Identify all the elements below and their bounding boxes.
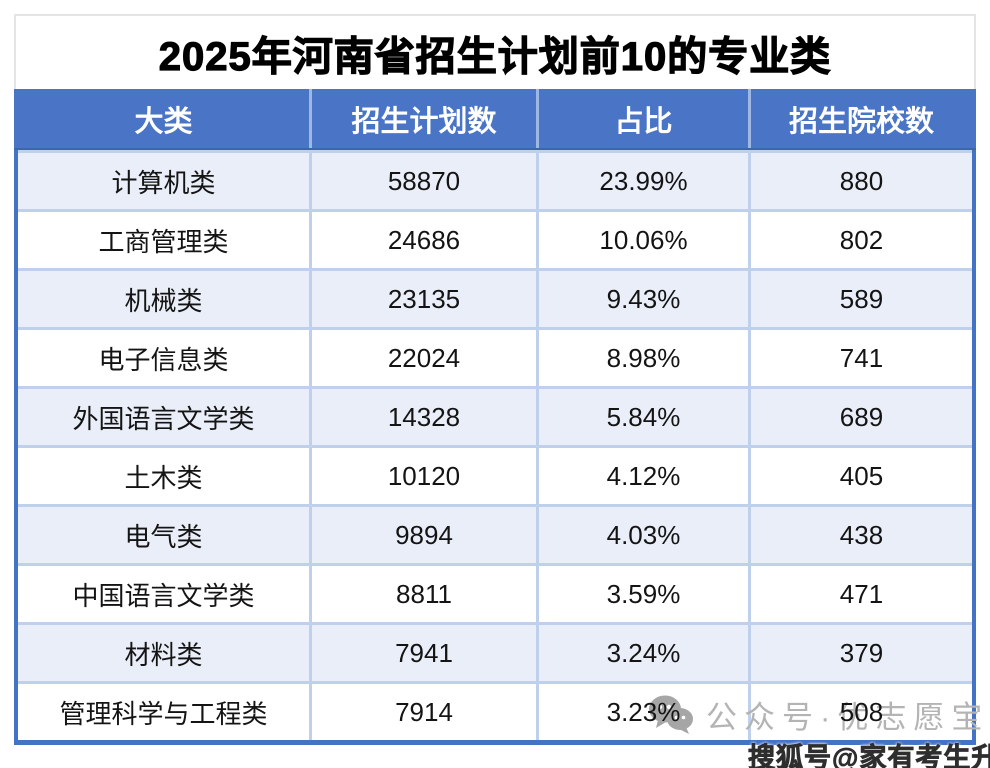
cell-percentage: 9.43% [539, 271, 751, 327]
enrollment-table: 大类 招生计划数 占比 招生院校数 计算机类 58870 23.99% 880 … [14, 89, 976, 745]
cell-school-count: 741 [839, 342, 884, 373]
table-row: 工商管理类 24686 10.06% 802 [18, 209, 972, 268]
cell-category: 中国语言文学类 [18, 566, 312, 622]
cell-percentage: 4.03% [539, 507, 751, 563]
cell-category: 管理科学与工程类 [18, 684, 312, 740]
table-row: 管理科学与工程类 7914 3.23% 508 [18, 681, 972, 740]
cell-plan-count: 58870 [312, 153, 539, 209]
table-row: 电气类 9894 4.03% 438 [18, 504, 972, 563]
page-title-text: 2025年河南省招生计划前10的专业类 [158, 34, 832, 79]
cell-plan-count: 24686 [312, 212, 539, 268]
column-header-school-count: 招生院校数 [788, 105, 934, 138]
cell-percentage: 3.24% [539, 625, 751, 681]
cell-category: 电气类 [18, 507, 312, 563]
cell-category: 材料类 [18, 625, 312, 681]
cell-plan-count: 8811 [312, 566, 539, 622]
cell-school-count: 405 [839, 460, 884, 491]
table-row: 电子信息类 22024 8.98% 741 [18, 327, 972, 386]
table-row: 机械类 23135 9.43% 589 [18, 268, 972, 327]
cell-school-count: 689 [839, 401, 884, 432]
sohu-watermark-text: 搜狐号@家有考生升学帮 [748, 743, 990, 768]
cell-percentage: 4.12% [539, 448, 751, 504]
table-header-row: 大类 招生计划数 占比 招生院校数 [14, 89, 976, 150]
cell-plan-count: 10120 [312, 448, 539, 504]
cell-school-count: 471 [839, 578, 884, 609]
cell-category: 外国语言文学类 [18, 389, 312, 445]
cell-percentage: 3.23% [539, 684, 751, 740]
cell-plan-count: 14328 [312, 389, 539, 445]
table-row: 材料类 7941 3.24% 379 [18, 622, 972, 681]
cell-percentage: 8.98% [539, 330, 751, 386]
table-row: 土木类 10120 4.12% 405 [18, 445, 972, 504]
cell-category: 土木类 [18, 448, 312, 504]
table-row: 中国语言文学类 8811 3.59% 471 [18, 563, 972, 622]
cell-school-count: 589 [839, 283, 884, 314]
column-header-percentage: 占比 [539, 89, 751, 148]
cell-category: 电子信息类 [18, 330, 312, 386]
cell-plan-count: 22024 [312, 330, 539, 386]
table-row: 计算机类 58870 23.99% 880 [18, 150, 972, 209]
cell-school-count: 802 [839, 224, 884, 255]
cell-plan-count: 7914 [312, 684, 539, 740]
cell-school-count: 379 [839, 637, 884, 668]
cell-percentage: 5.84% [539, 389, 751, 445]
sohu-watermark: 搜狐号@家有考生升学帮 [748, 736, 990, 768]
page-title: 2025年河南省招生计划前10的专业类 [14, 14, 976, 89]
cell-school-count: 438 [839, 519, 884, 550]
cell-category: 计算机类 [18, 153, 312, 209]
cell-percentage: 3.59% [539, 566, 751, 622]
column-header-category: 大类 [18, 89, 312, 148]
cell-percentage: 10.06% [539, 212, 751, 268]
cell-plan-count: 9894 [312, 507, 539, 563]
cell-plan-count: 7941 [312, 625, 539, 681]
cell-category: 工商管理类 [18, 212, 312, 268]
cell-plan-count: 23135 [312, 271, 539, 327]
cell-school-count: 880 [839, 165, 884, 196]
cell-school-count: 508 [839, 696, 884, 727]
column-header-plan-count: 招生计划数 [312, 89, 539, 148]
table-row: 外国语言文学类 14328 5.84% 689 [18, 386, 972, 445]
table-panel: 2025年河南省招生计划前10的专业类 大类 招生计划数 占比 招生院校数 计算… [14, 14, 976, 745]
cell-percentage: 23.99% [539, 153, 751, 209]
cell-category: 机械类 [18, 271, 312, 327]
